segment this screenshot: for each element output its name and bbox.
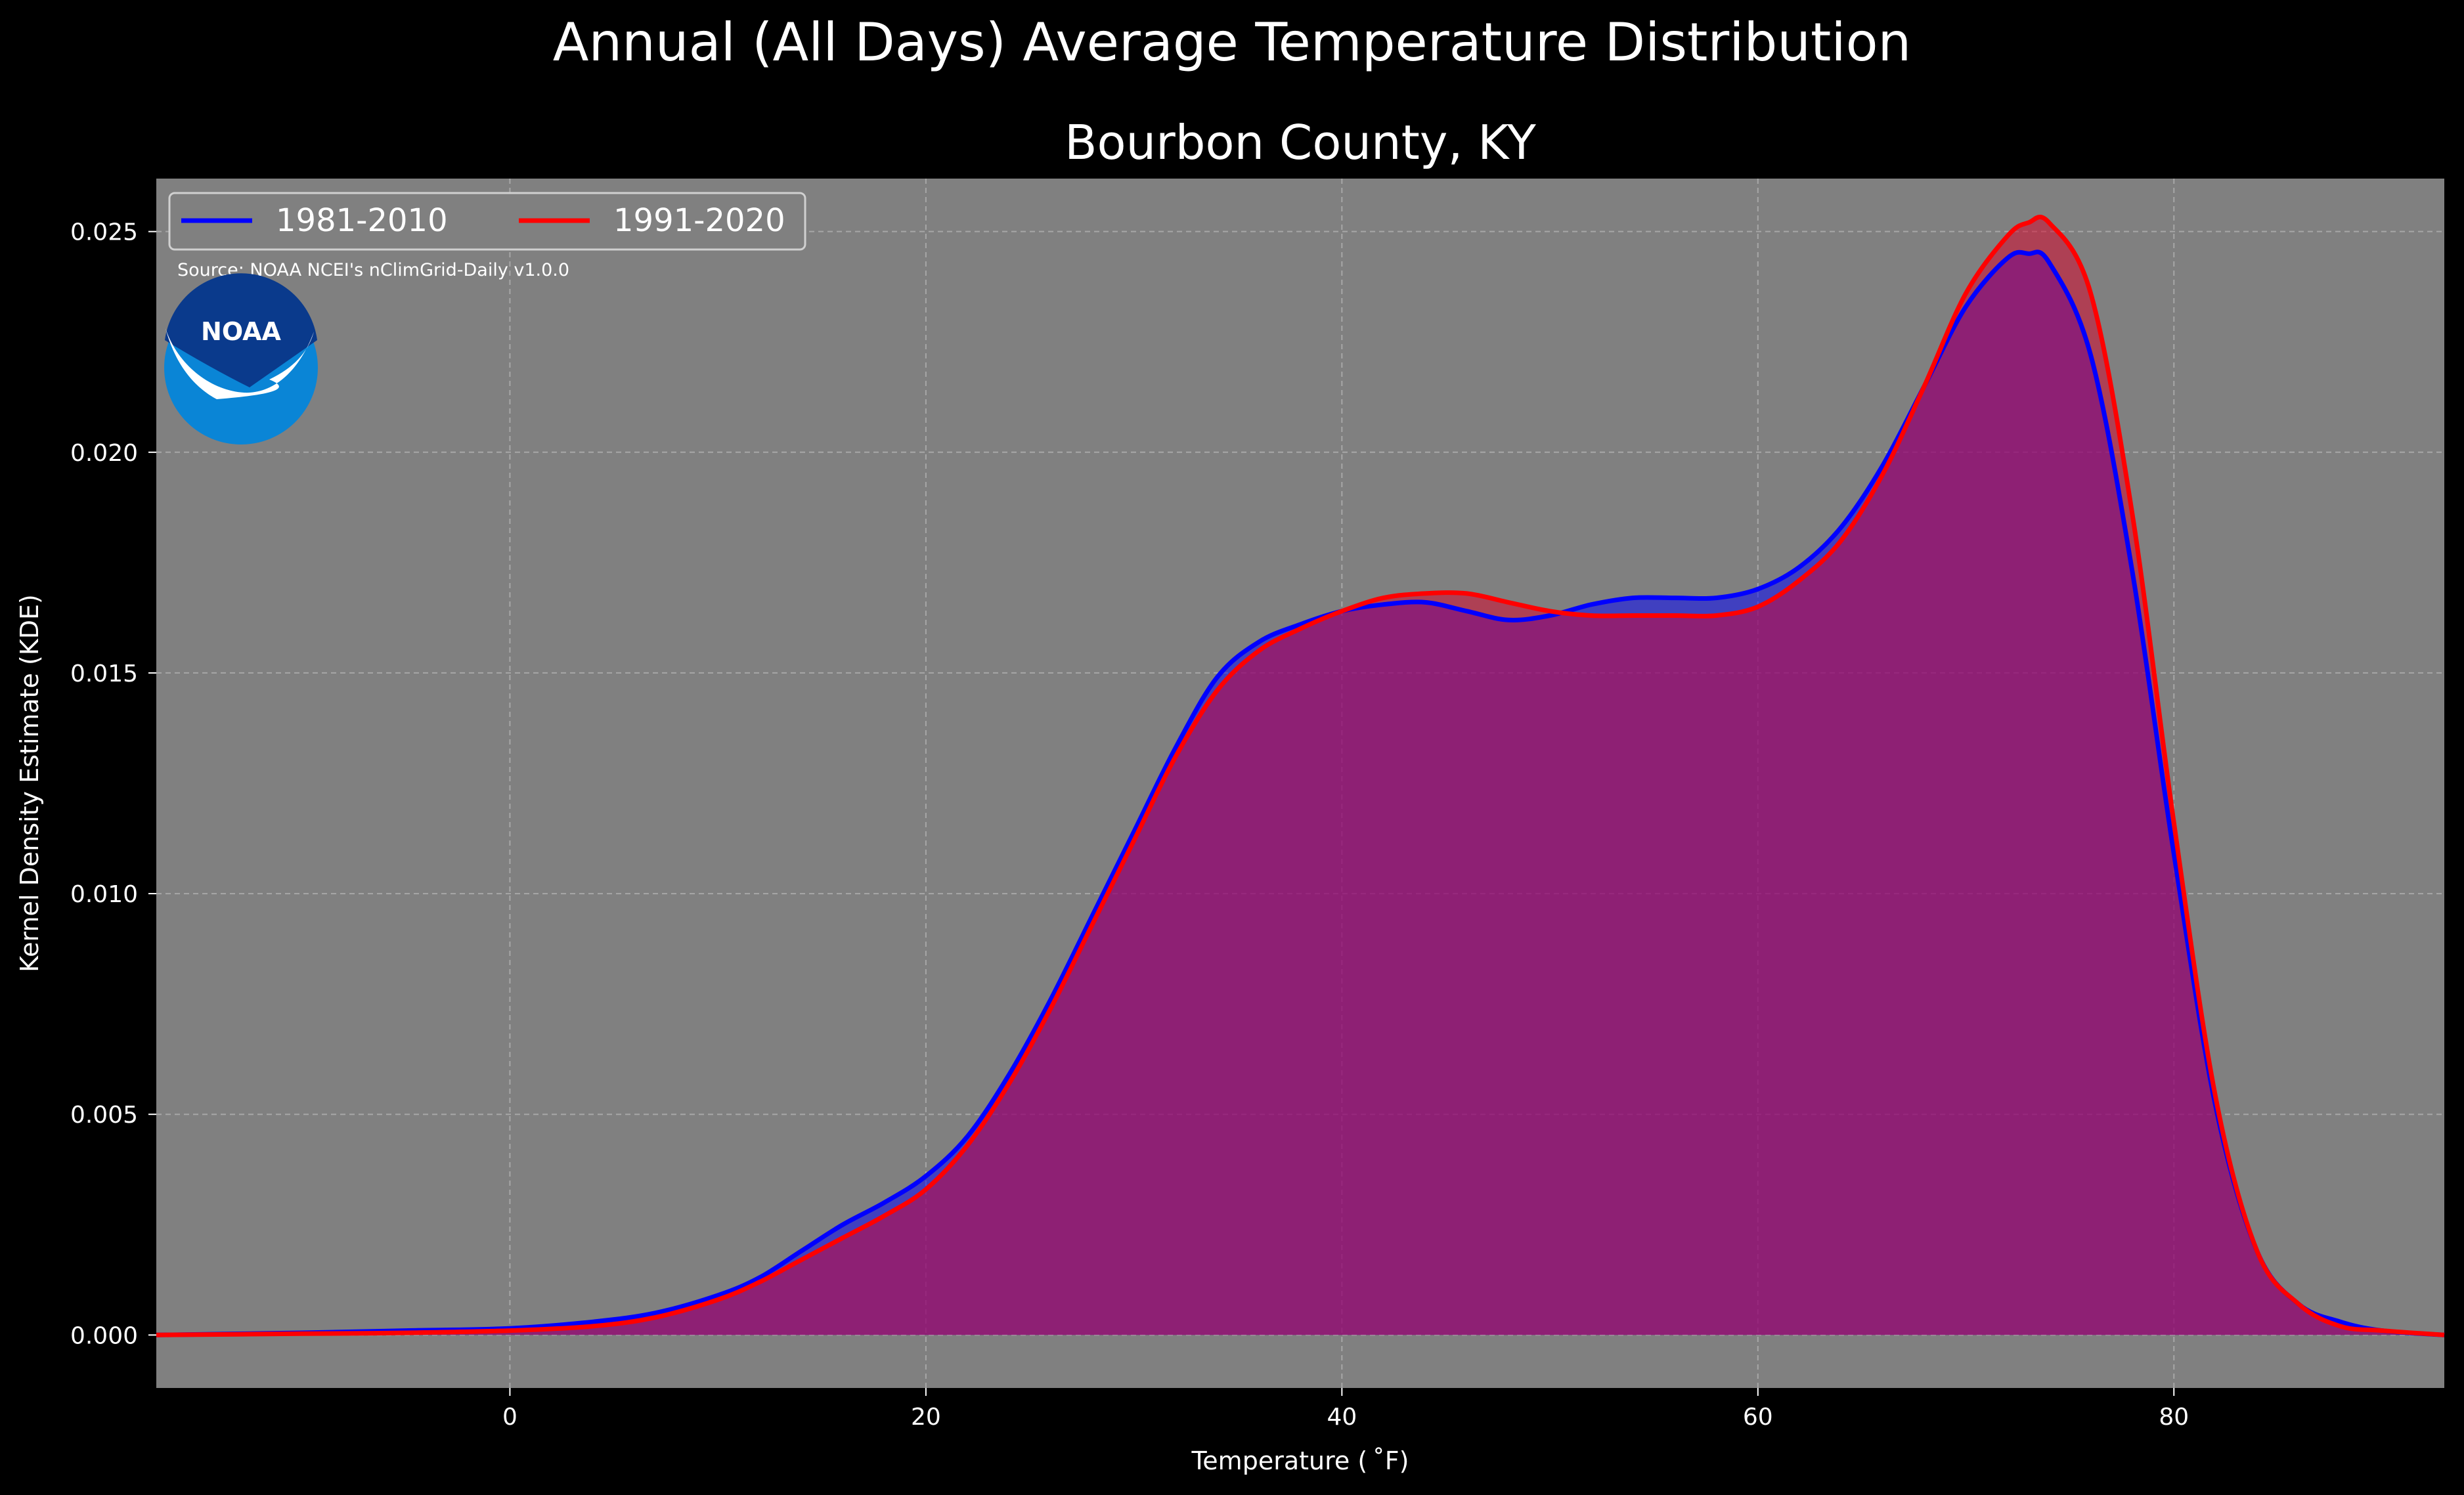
legend-label-1991-2020: 1991-2020 — [613, 202, 785, 239]
legend-box — [168, 192, 806, 251]
x-tick-label: 80 — [2159, 1404, 2189, 1431]
chart-title: Bourbon County, KY — [1065, 115, 1537, 170]
legend: 1981-2010 1991-2020 — [168, 192, 806, 251]
y-tick-label: 0.010 — [70, 881, 138, 908]
chart-suptitle: Annual (All Days) Average Temperature Di… — [553, 12, 1911, 73]
legend-label-1981-2010: 1981-2010 — [276, 202, 448, 239]
series-line-1991-2020 — [156, 215, 2445, 1337]
x-tick-label: 40 — [1327, 1404, 1357, 1431]
noaa-logo-text: NOAA — [201, 317, 281, 346]
x-tick-label: 20 — [911, 1404, 941, 1431]
noaa-logo-icon: NOAA — [164, 273, 318, 444]
y-tick-label: 0.025 — [70, 219, 138, 246]
y-tick-label: 0.020 — [70, 440, 138, 467]
y-tick-label: 0.000 — [70, 1322, 138, 1349]
series-lines — [156, 215, 2445, 1337]
y-tick-label: 0.005 — [70, 1102, 138, 1129]
series-line-1981-2010 — [156, 249, 2445, 1337]
x-axis-label: Temperature ( ˚F) — [1191, 1446, 1409, 1475]
x-tick-label: 60 — [1743, 1404, 1773, 1431]
x-tick-label: 0 — [502, 1404, 517, 1431]
y-axis-ticks: 0.000 0.005 0.010 0.015 0.020 0.025 — [70, 219, 156, 1349]
x-axis-ticks: 0 20 40 60 80 — [502, 1388, 2189, 1431]
y-tick-label: 0.015 — [70, 661, 138, 687]
y-axis-label: Kernel Density Estimate (KDE) — [15, 594, 44, 972]
